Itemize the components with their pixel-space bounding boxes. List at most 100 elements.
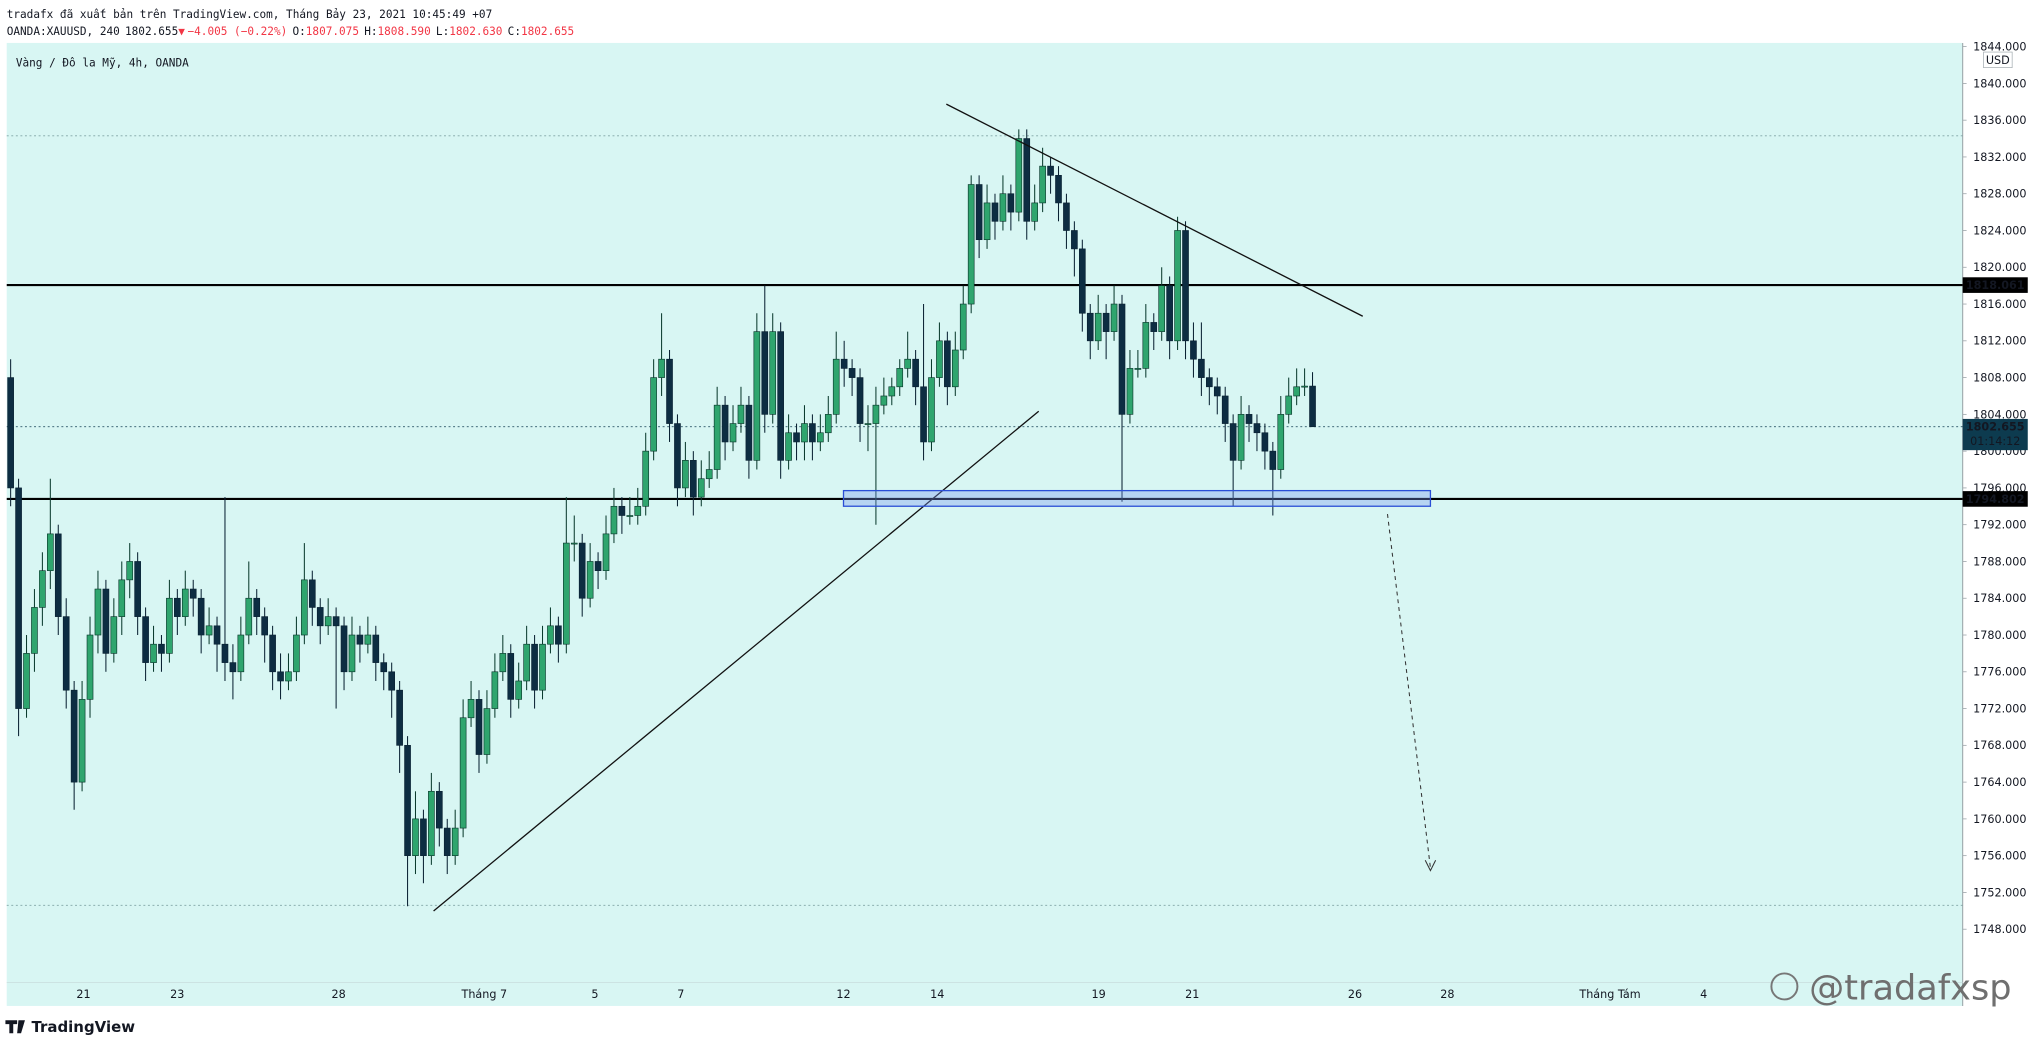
candle-body	[467, 699, 475, 719]
candle-body	[1126, 368, 1134, 415]
publish-info: tradafx đã xuất bản trên TradingView.com…	[7, 8, 493, 21]
candle-body	[721, 404, 729, 443]
candle-body	[380, 662, 388, 673]
candle-body	[1245, 414, 1253, 424]
projection-arrow	[1386, 513, 1431, 869]
ohlc-value: 1808.590	[378, 25, 431, 38]
candle-body	[555, 625, 562, 645]
candle-body	[102, 588, 110, 654]
candle-body	[285, 671, 292, 682]
watermark-text: @tradafxsp	[1809, 967, 2011, 1008]
candle-body	[54, 533, 62, 617]
candle-body	[1229, 423, 1237, 461]
x-tick-label: 23	[170, 988, 184, 1001]
candle-body	[690, 460, 697, 498]
candle-body	[642, 450, 650, 507]
candle-body	[451, 827, 459, 856]
y-tick-label: 1832.000	[1973, 151, 2026, 164]
candle-body	[404, 745, 411, 856]
trend-line	[946, 103, 1364, 317]
x-tick-label: 4	[1700, 988, 1707, 1001]
candle-body	[626, 515, 634, 517]
candle-body	[856, 377, 864, 424]
candle-body	[959, 303, 967, 351]
candle-body	[1158, 285, 1166, 332]
marks	[6, 129, 1963, 907]
ohlc-label: L:	[436, 25, 449, 38]
candle-body	[936, 340, 943, 378]
level-label: 1818.061	[1966, 279, 2025, 292]
candle-body	[62, 616, 70, 691]
candle-body	[650, 377, 657, 452]
x-tick-label: 19	[1091, 988, 1105, 1001]
ohlc-label: H:	[364, 25, 377, 38]
candle-body	[1118, 303, 1126, 415]
candle-body	[372, 634, 380, 663]
arrow-head	[1424, 859, 1437, 872]
candle-body	[277, 671, 284, 682]
y-tick-label: 1748.000	[1973, 923, 2026, 936]
candle-body	[435, 790, 443, 829]
y-tick-label: 1804.000	[1973, 408, 2026, 421]
candle-body	[356, 634, 364, 645]
symbol: OANDA:XAUUSD, 240	[7, 25, 120, 38]
candle-body	[507, 653, 515, 700]
level-label-box	[1962, 491, 2028, 507]
watermark-logo	[1770, 972, 1799, 1001]
candle-body	[904, 358, 911, 369]
countdown: 01:14:12	[1970, 435, 2020, 448]
candle-body	[348, 634, 356, 673]
candle-body	[563, 542, 570, 645]
candle-body	[1055, 175, 1062, 204]
candle-body	[70, 689, 78, 783]
y-tick-label: 1768.000	[1973, 739, 2026, 752]
candle-body	[364, 634, 372, 645]
candle-body	[928, 377, 935, 443]
candle-body	[570, 542, 578, 545]
candle-body	[785, 432, 792, 461]
candle-body	[1031, 202, 1039, 222]
y-tick-label: 1780.000	[1973, 629, 2026, 642]
candle-body	[213, 625, 221, 645]
y-tick-label: 1836.000	[1973, 114, 2026, 127]
candle-body	[1078, 248, 1086, 314]
candle-body	[674, 423, 681, 489]
candle-body	[396, 689, 403, 746]
y-tick-label: 1828.000	[1973, 188, 2026, 201]
candle-body	[523, 643, 530, 682]
candle-body	[1293, 386, 1300, 397]
candle-body	[166, 597, 173, 654]
x-tick-label: 28	[1440, 988, 1454, 1001]
candle-body	[15, 487, 22, 709]
candle-body	[999, 193, 1007, 222]
candle-body	[1015, 138, 1023, 213]
candle-body	[31, 607, 38, 654]
candle-body	[47, 533, 54, 571]
candle-body	[78, 699, 86, 783]
candle-body	[197, 597, 205, 636]
candle-body	[134, 561, 141, 617]
candle-body	[975, 184, 983, 241]
x-tick-label: 21	[76, 988, 90, 1001]
candle-body	[967, 184, 975, 305]
candle-body	[1309, 385, 1316, 428]
y-tick-label: 1772.000	[1973, 702, 2026, 715]
candle-body	[531, 643, 538, 691]
candle-body	[515, 680, 523, 700]
candle-body	[1166, 285, 1173, 342]
plot-background	[6, 42, 1963, 1006]
x-tick-label: 28	[331, 988, 345, 1001]
candle-body	[316, 607, 324, 627]
candle-body	[499, 653, 507, 673]
candle-body	[1261, 432, 1269, 452]
candle-body	[1269, 450, 1277, 470]
candle-body	[737, 404, 745, 424]
candle-body	[1047, 165, 1054, 176]
watermark: @tradafxsp	[1770, 967, 2012, 1008]
candle-body	[1285, 395, 1293, 415]
candle-body	[388, 671, 395, 691]
candle-body	[86, 634, 94, 700]
currency: USD	[1986, 54, 2010, 67]
candle-body	[1237, 414, 1245, 461]
candle-body	[1190, 340, 1197, 360]
